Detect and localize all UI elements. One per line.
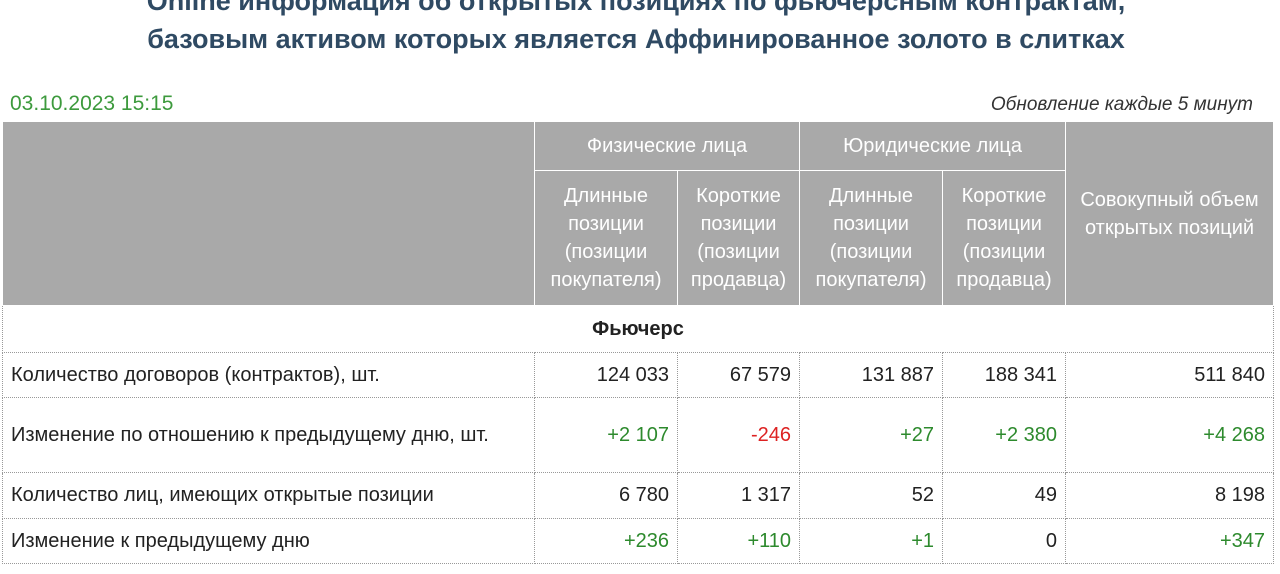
cell-value: +236 — [534, 518, 678, 564]
cell-value: 6 780 — [534, 472, 678, 519]
cell-value: +27 — [799, 397, 944, 473]
column-header: Короткие позиции (позиции продавца) — [676, 170, 801, 306]
title: Online информация об открытых позициях п… — [146, 0, 1126, 16]
section-header: Фьючерс — [1, 305, 1275, 353]
cell-value: +1 — [799, 518, 944, 564]
group-header: Юридические лица — [799, 121, 1067, 171]
cell-value: 188 341 — [942, 352, 1067, 398]
table-row: Количество договоров (контрактов), шт. 12… — [2, 352, 1275, 398]
cell-value: 8 198 — [1065, 472, 1275, 519]
column-header: Длинные позиции (позиции покупателя) — [799, 170, 944, 306]
column-header: Длинные позиции (позиции покупателя) — [534, 170, 678, 306]
table-row: Количество лиц, имеющих открытые позиции… — [2, 472, 1275, 519]
cell-value: 131 887 — [799, 352, 944, 398]
cell-value: 67 579 — [676, 352, 801, 398]
cell-value: +347 — [1065, 518, 1275, 564]
cell-value: +2 380 — [942, 397, 1067, 473]
header-cell — [2, 121, 535, 306]
cell-value: 124 033 — [534, 352, 678, 398]
cell-value: 1 317 — [676, 472, 801, 519]
cell-value: +4 268 — [1065, 397, 1275, 473]
row-label: Изменение к предыдущему дню — [2, 518, 535, 564]
positions-table: Физические лица Юридические лица Совокуп… — [1, 121, 1275, 564]
update-note: Обновление каждые 5 минут — [990, 94, 1253, 115]
cell-value: 52 — [799, 472, 944, 519]
cell-value: 511 840 — [1065, 352, 1275, 398]
table-row: Изменение по отношению к предыдущему дню… — [2, 397, 1275, 473]
title: базовым активом которых является Аффинир… — [147, 24, 1125, 54]
cell-value: 49 — [942, 472, 1067, 519]
cell-value: +110 — [676, 518, 801, 564]
cell-value: 0 — [942, 518, 1067, 564]
column-header: Совокупный объем открытых позиций — [1065, 121, 1275, 306]
timestamp: 03.10.2023 15:15 — [10, 92, 174, 115]
group-header: Физические лица — [533, 121, 801, 171]
row-label: Количество лиц, имеющих открытые позиции — [2, 472, 535, 519]
cell-value: +2 107 — [534, 397, 678, 473]
row-label: Изменение по отношению к предыдущему дню… — [2, 397, 535, 473]
cell-value: -246 — [676, 397, 801, 473]
table-row: Изменение к предыдущему дню +236 +110 +1 0 +3… — [2, 518, 1275, 564]
column-header: Короткие позиции (позиции продавца) — [942, 170, 1067, 306]
row-label: Количество договоров (контрактов), шт. — [2, 352, 535, 398]
